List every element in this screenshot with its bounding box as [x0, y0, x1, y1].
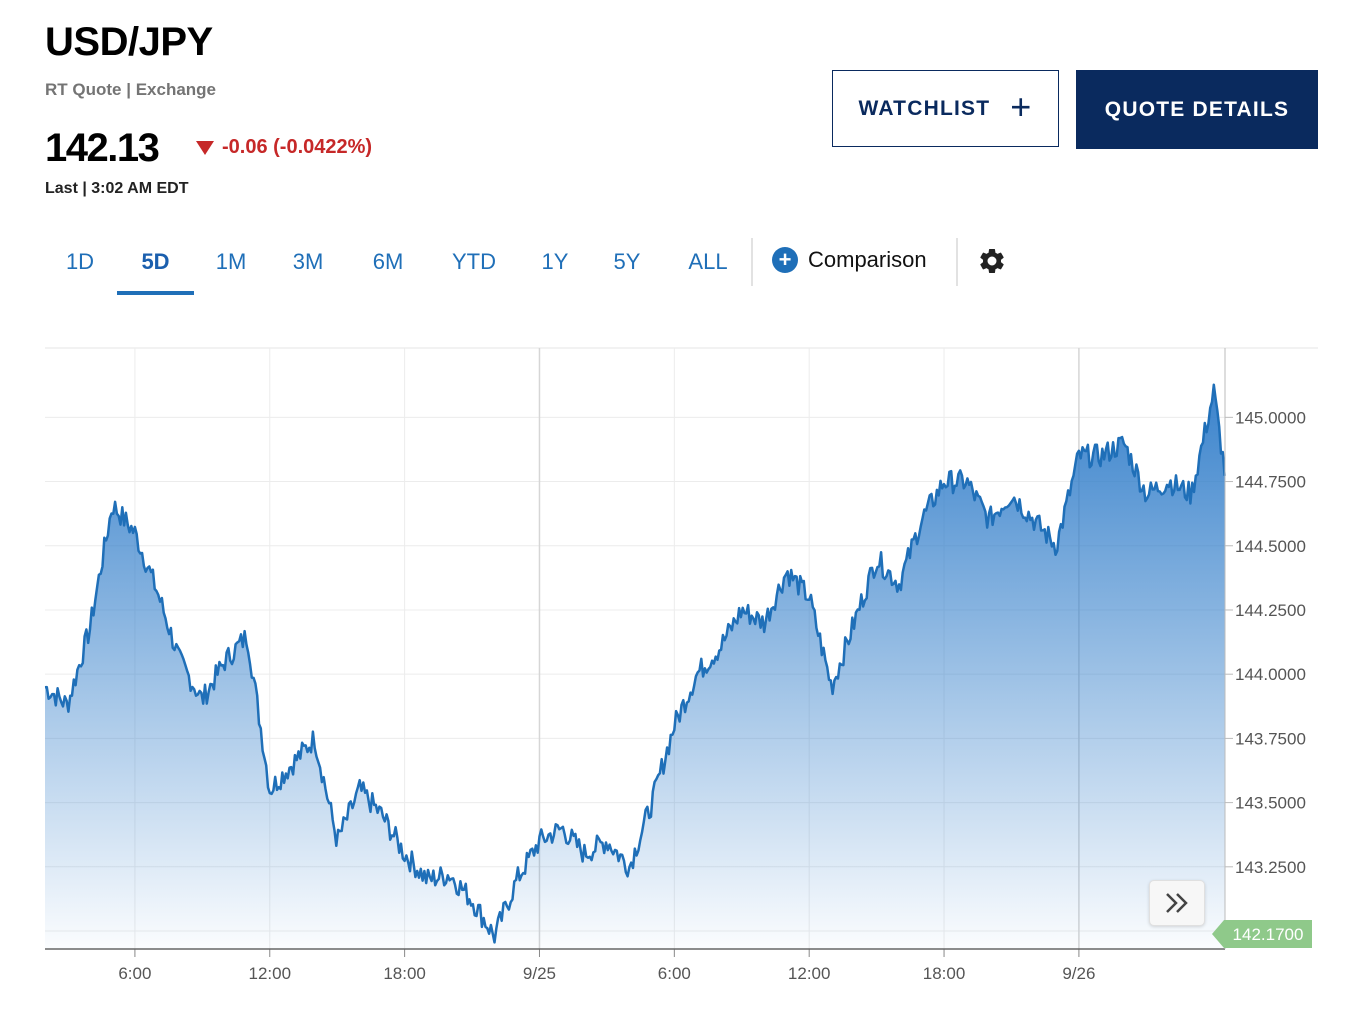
plus-circle-icon: + [772, 247, 798, 273]
y-tick-label: 144.2500 [1235, 601, 1306, 620]
y-tick-label: 143.2500 [1235, 858, 1306, 877]
quote-details-label: QUOTE DETAILS [1104, 97, 1290, 121]
quote-source: RT Quote | Exchange [45, 80, 217, 99]
tab-all[interactable]: ALL [688, 249, 728, 274]
tab-ytd[interactable]: YTD [452, 249, 496, 274]
x-tick-label: 18:00 [923, 964, 966, 983]
y-tick-label: 144.7500 [1235, 473, 1306, 492]
x-tick-label: 12:00 [788, 964, 831, 983]
tab-1d[interactable]: 1D [65, 249, 95, 274]
price-change: -0.06 (-0.0422%) [196, 136, 372, 159]
tab-5y[interactable]: 5Y [613, 249, 641, 274]
tab-1m[interactable]: 1M [215, 249, 247, 274]
comparison-button[interactable]: + Comparison [772, 245, 927, 275]
y-tick-label: 145.0000 [1235, 408, 1306, 427]
price-area [45, 384, 1225, 949]
tab-divider [956, 238, 958, 286]
tab-5d[interactable]: 5D [117, 232, 194, 295]
last-trade-time: Last | 3:02 AM EDT [45, 180, 189, 197]
last-price-badge-label: 142.1700 [1233, 925, 1304, 944]
y-tick-label: 144.5000 [1235, 537, 1306, 556]
y-tick-label: 143.5000 [1235, 794, 1306, 813]
tab-6m[interactable]: 6M [372, 249, 404, 274]
x-tick-label: 6:00 [118, 964, 151, 983]
tab-3m[interactable]: 3M [292, 249, 324, 274]
x-tick-label: 6:00 [658, 964, 691, 983]
watchlist-label: WATCHLIST [858, 96, 991, 120]
tab-1y[interactable]: 1Y [541, 249, 569, 274]
quote-details-button[interactable]: QUOTE DETAILS [1076, 70, 1318, 149]
price-line [44, 383, 1226, 944]
scroll-right-button[interactable] [1149, 880, 1205, 926]
watchlist-button[interactable]: WATCHLIST + [832, 70, 1059, 147]
price-change-value: -0.06 (-0.0422%) [222, 136, 373, 158]
comparison-label: Comparison [808, 247, 927, 272]
y-tick-label: 144.0000 [1235, 665, 1306, 684]
y-tick-label: 143.7500 [1235, 729, 1306, 748]
price-chart[interactable]: 143.0000143.2500143.5000143.7500144.0000… [0, 330, 1354, 1010]
gear-icon[interactable] [977, 246, 1007, 276]
x-tick-label: 18:00 [383, 964, 426, 983]
down-arrow-icon [196, 140, 214, 155]
tab-divider [751, 238, 753, 286]
x-tick-label: 9/25 [523, 964, 556, 983]
symbol-title: USD/JPY [45, 20, 213, 64]
last-price: 142.13 [45, 126, 160, 170]
x-tick-label: 9/26 [1062, 964, 1095, 983]
double-chevron-right-icon [1166, 893, 1188, 913]
last-price-badge [1212, 920, 1312, 948]
x-tick-label: 12:00 [248, 964, 291, 983]
plus-icon: + [1010, 85, 1033, 127]
